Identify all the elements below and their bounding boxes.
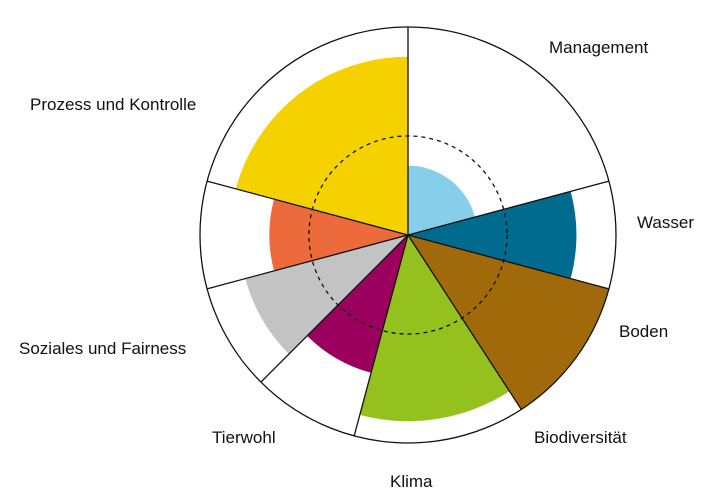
sector-boundary-line (260, 234, 409, 383)
wedge-soziales-und-fairness (269, 199, 408, 271)
wedge-boden (408, 235, 609, 410)
reference-ring-dashed (308, 135, 508, 335)
wedge-prozess-und-kontrolle (235, 56, 408, 236)
wedge-management (408, 165, 475, 235)
chart-sector-boundaries (206, 27, 610, 437)
sector-boundary-line (206, 180, 409, 236)
category-label-tierwohl: Tierwohl (212, 428, 276, 447)
category-label-klima: Klima (390, 472, 433, 491)
wedge-klima (307, 235, 408, 373)
wedge-biodiversitaet (359, 235, 510, 422)
chart-wedges (235, 56, 609, 422)
category-label-management: Management (549, 38, 649, 57)
category-label-biodiversitaet: Biodiversität (534, 428, 627, 447)
sector-boundary-line (407, 234, 610, 290)
category-label-boden: Boden (619, 322, 668, 341)
wedge-tierwohl (245, 235, 408, 355)
sector-boundary-line (407, 234, 522, 410)
outer-ring (199, 26, 617, 444)
category-label-soziales-und-fairness: Soziales und Fairness (19, 339, 186, 358)
sector-boundary-line (407, 180, 610, 236)
wedge-wasser (408, 191, 577, 279)
sector-boundary-line (206, 234, 409, 290)
category-label-wasser: Wasser (637, 213, 694, 232)
category-label-prozess-und-kontrolle: Prozess und Kontrolle (30, 95, 196, 114)
sector-boundary-line (353, 234, 409, 437)
